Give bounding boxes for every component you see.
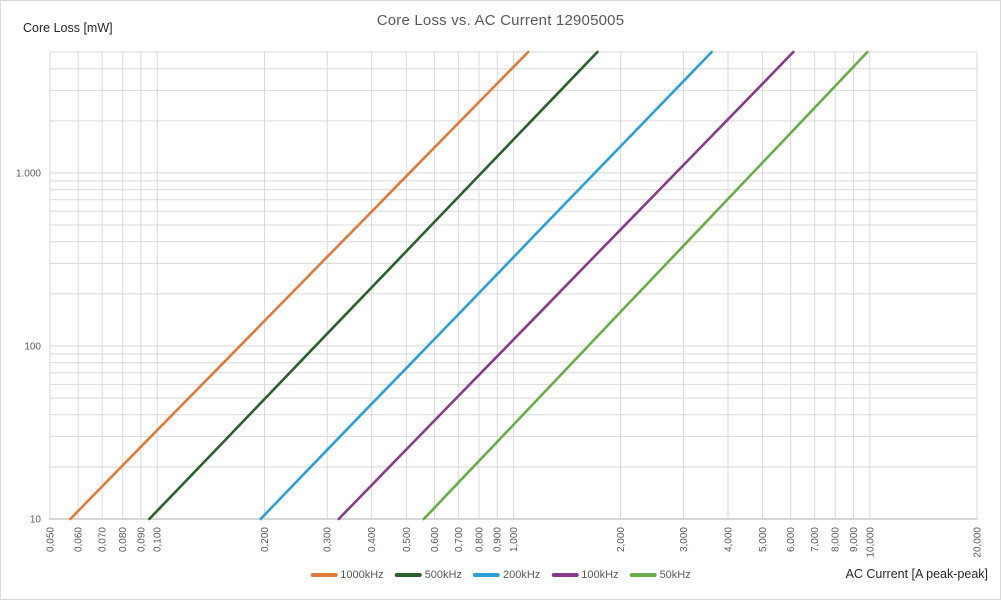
legend-swatch-1000kHz <box>310 573 338 577</box>
legend-item-1000kHz: 1000kHz <box>310 569 384 581</box>
chart-title: Core Loss vs. AC Current 12905005 <box>376 12 625 29</box>
x-tick-labels: 0,050 0,060 0,070 0,080 0,090 0,100 0,200 0,300… <box>46 527 984 558</box>
legend-label-50kHz: 50kHz <box>659 569 691 581</box>
vertical-gridlines <box>49 52 978 519</box>
series-line-100kHz <box>337 50 795 521</box>
x-tick-label-10,000: 10,000 <box>865 527 876 558</box>
x-tick-label-8,000: 8,000 <box>831 527 842 552</box>
x-tick-label-3,000: 3,000 <box>679 527 690 552</box>
x-tick-label-0,600: 0,600 <box>430 527 441 552</box>
legend-label-500kHz: 500kHz <box>424 569 462 581</box>
legend-swatch-50kHz <box>629 573 657 577</box>
x-tick-label-20,000: 20,000 <box>973 527 984 558</box>
legend-label-200kHz: 200kHz <box>502 569 541 581</box>
x-tick-label-0,080: 0,080 <box>118 527 129 552</box>
y-tick-label-1.000: 1.000 <box>16 168 41 179</box>
y-tick-label-100: 100 <box>24 342 41 353</box>
x-tick-label-0,900: 0,900 <box>493 527 504 552</box>
legend-item-100kHz: 100kHz <box>551 569 619 581</box>
x-tick-label-0,050: 0,050 <box>46 527 57 552</box>
legend-item-500kHz: 500kHz <box>394 569 462 581</box>
x-tick-label-0,090: 0,090 <box>136 527 147 552</box>
legend-label-1000kHz: 1000kHz <box>340 569 384 581</box>
x-tick-label-0,200: 0,200 <box>260 527 271 552</box>
y-tick-label-10: 10 <box>30 515 42 526</box>
x-tick-label-1,000: 1,000 <box>509 527 520 552</box>
legend-swatch-500kHz <box>394 573 422 577</box>
series-lines <box>69 50 869 521</box>
x-tick-label-0,400: 0,400 <box>367 527 378 552</box>
x-tick-label-0,100: 0,100 <box>153 527 164 552</box>
x-tick-label-0,070: 0,070 <box>98 527 109 552</box>
x-tick-label-0,800: 0,800 <box>475 527 486 552</box>
legend-label-100kHz: 100kHz <box>581 569 619 581</box>
x-tick-label-6,000: 6,000 <box>786 527 797 552</box>
x-tick-label-0,700: 0,700 <box>454 527 465 552</box>
y-axis-title: Core Loss [mW] <box>23 21 113 35</box>
x-tick-label-0,500: 0,500 <box>402 527 413 552</box>
x-tick-label-0,300: 0,300 <box>323 527 334 552</box>
x-tick-label-4,000: 4,000 <box>724 527 735 552</box>
series-line-200kHz <box>259 50 714 521</box>
series-line-1000kHz <box>69 50 530 521</box>
legend-swatch-200kHz <box>472 573 500 577</box>
legend-item-50kHz: 50kHz <box>629 569 691 581</box>
legend-swatch-100kHz <box>551 573 579 577</box>
series-line-500kHz <box>148 50 599 521</box>
x-tick-label-0,060: 0,060 <box>74 527 85 552</box>
legend-item-200kHz: 200kHz <box>472 569 541 581</box>
x-tick-label-5,000: 5,000 <box>758 527 769 552</box>
series-line-50kHz <box>422 50 869 521</box>
x-axis-title: AC Current [A peak-peak] <box>845 567 988 581</box>
y-tick-labels: 10 100 1.000 <box>16 168 41 525</box>
x-tick-label-9,000: 9,000 <box>849 527 860 552</box>
x-tick-label-7,000: 7,000 <box>810 527 821 552</box>
x-tick-label-2,000: 2,000 <box>616 527 627 552</box>
legend: 1000kHz 500kHz 200kHz 100kHz 50kHz <box>310 569 691 581</box>
